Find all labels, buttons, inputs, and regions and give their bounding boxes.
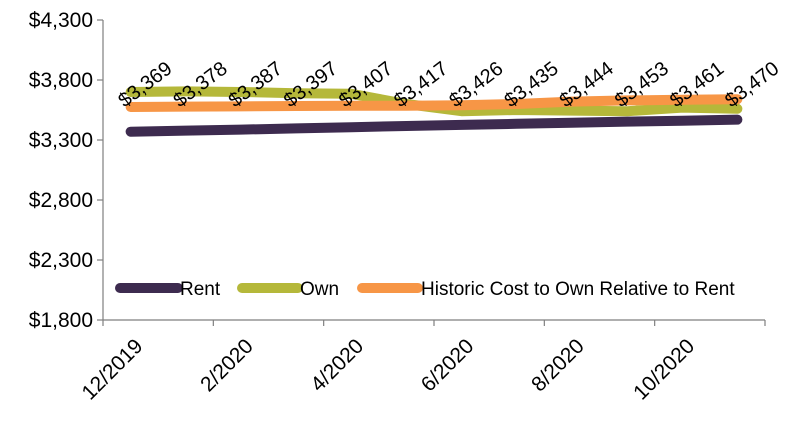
y-tick-label: $2,300 (29, 249, 93, 272)
series-line-rent (125, 114, 743, 137)
x-tick-label: 2/2020 (196, 335, 258, 397)
legend-label-rent: Rent (180, 279, 221, 300)
y-tick-label: $4,300 (29, 9, 93, 32)
x-tick-label: 4/2020 (306, 335, 368, 397)
x-tick-label: 8/2020 (527, 335, 589, 397)
legend-label-historic-cost-to-own-relative-to-rent: Historic Cost to Own Relative to Rent (421, 279, 735, 300)
data-label: $3,470 (721, 58, 783, 112)
y-tick-label: $1,800 (29, 309, 93, 332)
x-tick-label: 12/2019 (78, 335, 148, 405)
y-tick-label: $3,300 (29, 129, 93, 152)
x-tick-label: 10/2020 (629, 335, 699, 405)
y-tick-label: $3,800 (29, 69, 93, 92)
series-line-historic-cost-to-own-relative-to-rent (125, 94, 743, 112)
legend-label-own: Own (300, 279, 339, 300)
legend: Rent Own Historic Cost to Own Relative to … (115, 279, 735, 300)
series-lines (125, 86, 743, 137)
y-tick-label: $2,800 (29, 189, 93, 212)
x-tick-label: 6/2020 (417, 335, 479, 397)
